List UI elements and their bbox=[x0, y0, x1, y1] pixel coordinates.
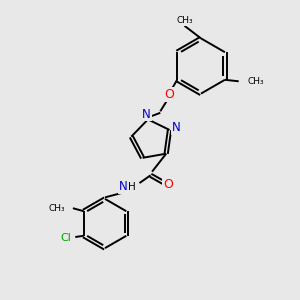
Text: Cl: Cl bbox=[60, 233, 71, 243]
Text: CH₃: CH₃ bbox=[176, 16, 193, 25]
Text: CH₃: CH₃ bbox=[248, 77, 264, 86]
Text: N: N bbox=[119, 180, 128, 193]
Text: O: O bbox=[163, 178, 173, 191]
Text: N: N bbox=[142, 107, 151, 121]
Text: N: N bbox=[172, 121, 181, 134]
Text: O: O bbox=[164, 88, 174, 101]
Text: CH₃: CH₃ bbox=[48, 204, 65, 213]
Text: H: H bbox=[128, 182, 136, 192]
